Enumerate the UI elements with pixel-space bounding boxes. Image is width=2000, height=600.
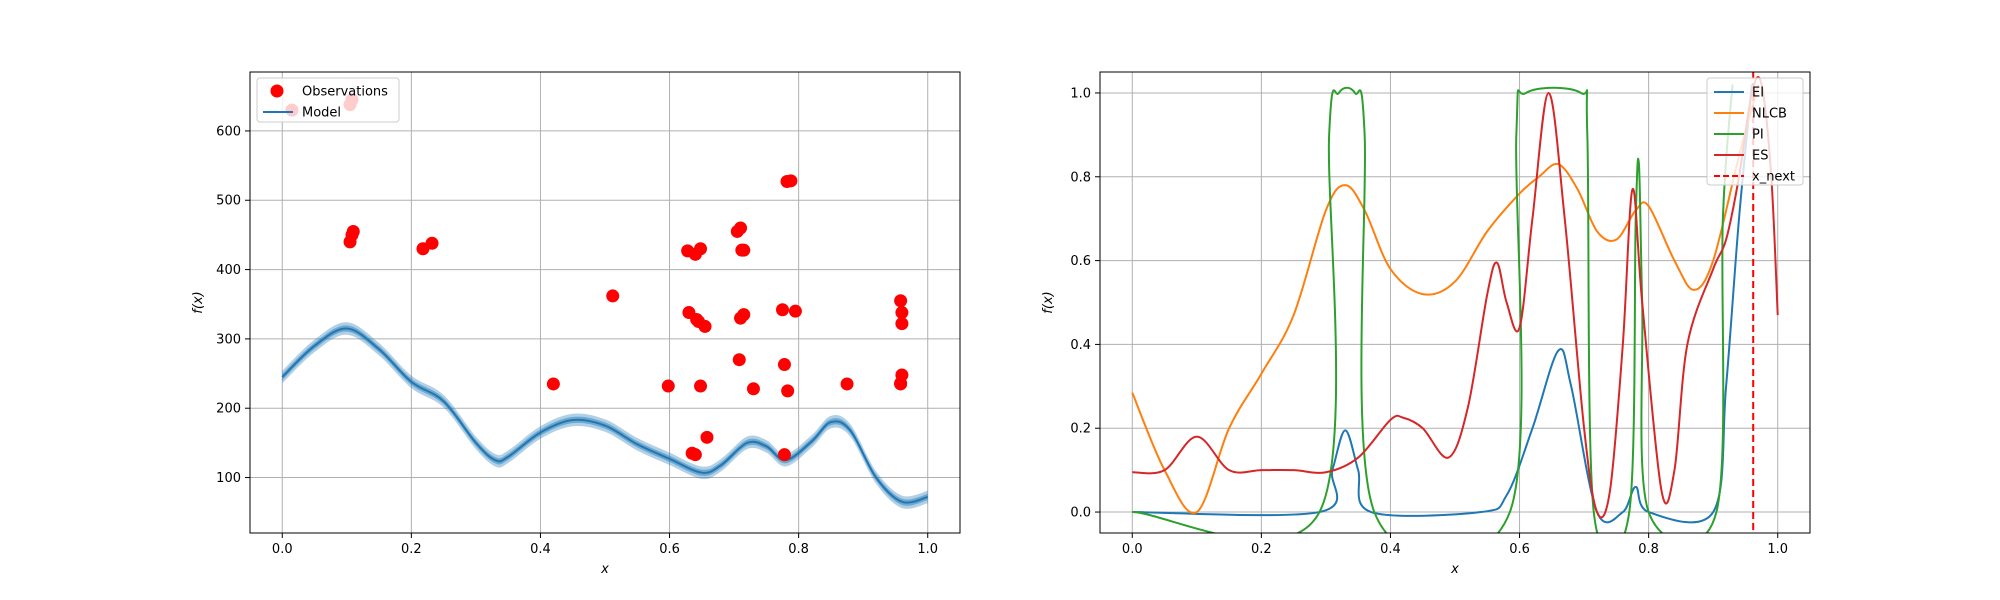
right-x-tick-label: 0.4 (1380, 542, 1401, 557)
observation-point (661, 379, 675, 393)
left-x-tick-label: 0.8 (788, 542, 809, 557)
right-x-tick-label: 0.2 (1251, 542, 1272, 557)
left-legend: Observations Model (256, 77, 400, 123)
observation-point (734, 221, 748, 235)
legend-model-label: Model (302, 106, 341, 121)
left-x-tick-label: 1.0 (917, 542, 938, 557)
legend-ei-label: EI (1752, 86, 1764, 101)
left-y-tick-label: 100 (216, 471, 241, 486)
left-x-tick-label: 0.4 (530, 542, 551, 557)
observation-point (840, 377, 854, 391)
observation-point (694, 242, 708, 256)
right-y-tick-label: 0.8 (1070, 170, 1091, 185)
right-plot-area (1131, 72, 1779, 533)
legend-pi-label: PI (1752, 128, 1764, 143)
observation-point (776, 303, 789, 317)
observation-point (606, 289, 620, 303)
observation-point (732, 353, 746, 367)
right-x-tick-label: 0.0 (1122, 542, 1143, 557)
left-x-tick-label: 0.0 (272, 542, 293, 557)
left-x-tick-label: 0.2 (401, 542, 422, 557)
left-x-tick-label: 0.6 (659, 542, 680, 557)
right-chart-panel: 0.0 0.2 0.4 0.6 0.8 1.0 0.0 0.2 0.4 0.6 0.8 1.0 x f(x… (1041, 71, 1811, 577)
right-x-tick-label: 0.6 (1509, 542, 1530, 557)
observation-point (895, 306, 909, 320)
right-x-tick-label: 0.8 (1638, 542, 1659, 557)
series-line-pi (1132, 84, 1734, 533)
right-legend-box (1706, 77, 1804, 186)
observation-point (777, 448, 791, 462)
right-y-tick-label: 0.0 (1070, 506, 1091, 521)
left-plot-area (281, 93, 928, 509)
right-x-axis-label: x (1450, 562, 1459, 577)
observation-point (345, 228, 359, 242)
left-y-tick-label: 300 (216, 332, 241, 347)
right-x-tick-label: 1.0 (1767, 542, 1788, 557)
series-line-nlcb (1131, 84, 1760, 515)
legend-observations-marker (270, 84, 284, 98)
observation-point (777, 358, 791, 372)
observation-point (694, 379, 708, 393)
observation-point (698, 319, 712, 333)
observation-point (700, 430, 714, 444)
left-y-axis-label: f(x) (191, 291, 206, 313)
right-legend: EI NLCB PI ES x_next (1706, 77, 1804, 186)
observation-point (735, 243, 749, 257)
right-y-axis-label: f(x) (1041, 291, 1056, 313)
right-y-tick-label: 0.6 (1070, 254, 1091, 269)
left-y-tick-label: 500 (216, 194, 241, 209)
observation-point (734, 311, 748, 325)
left-y-tick-label: 600 (216, 124, 241, 139)
observation-point (425, 236, 439, 250)
observation-point (685, 446, 699, 460)
right-y-tick-label: 0.2 (1070, 422, 1091, 437)
observation-point (546, 377, 560, 391)
legend-x-next-label: x_next (1752, 170, 1795, 185)
left-y-tick-label: 400 (216, 263, 241, 278)
observation-point (784, 174, 798, 188)
left-chart-panel: 0.0 0.2 0.4 0.6 0.8 1.0 100 200 300 400 500 600 x f(x… (191, 71, 961, 577)
legend-observations-label: Observations (302, 85, 388, 100)
observation-point (895, 317, 909, 331)
model-line (281, 327, 928, 504)
observation-point (894, 376, 908, 390)
right-plot-frame (1099, 71, 1811, 534)
observation-point (894, 294, 908, 308)
legend-es-label: ES (1752, 149, 1768, 164)
observation-point (746, 382, 760, 396)
left-plot-frame (249, 71, 961, 534)
left-y-tick-label: 200 (216, 402, 241, 417)
observation-point (788, 304, 802, 318)
series-line-ei (1132, 84, 1753, 524)
legend-nlcb-label: NLCB (1752, 107, 1787, 122)
left-x-axis-label: x (600, 562, 609, 577)
right-y-tick-label: 0.4 (1070, 338, 1091, 353)
series-line-es (1132, 76, 1779, 519)
observation-point (781, 384, 795, 398)
right-y-tick-label: 1.0 (1070, 86, 1091, 101)
